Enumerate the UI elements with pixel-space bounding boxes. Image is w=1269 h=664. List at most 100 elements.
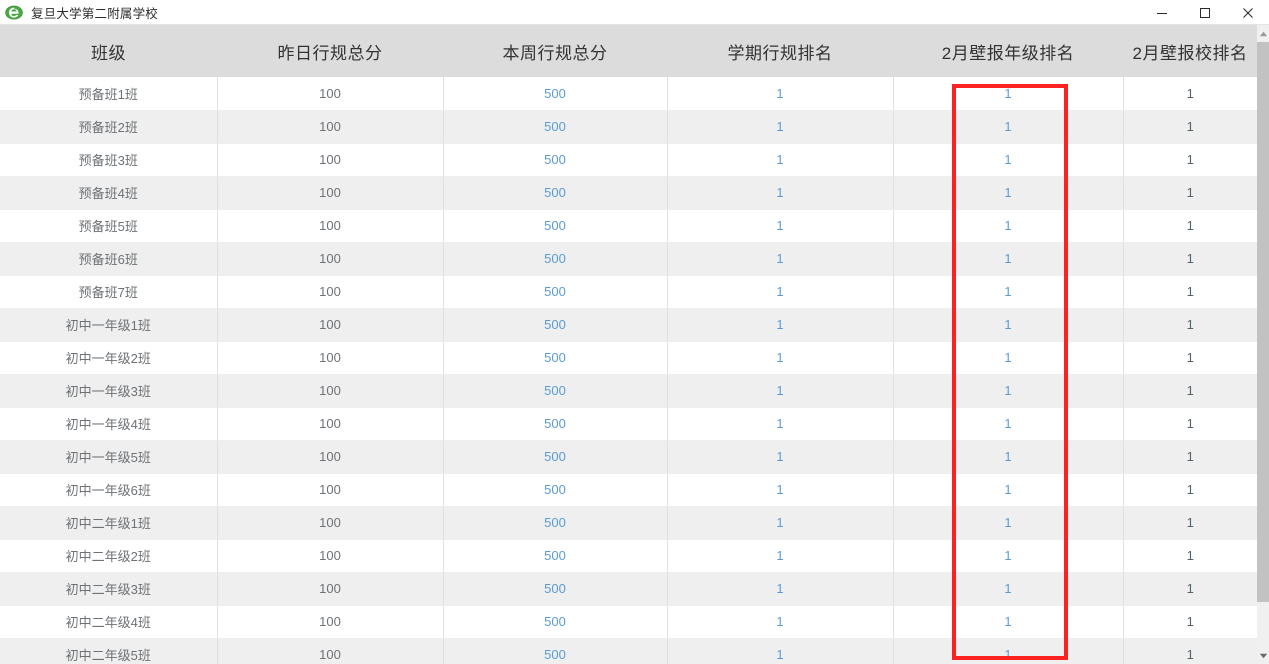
table-row[interactable]: 初中二年级4班 100 500 1 1 1 (0, 605, 1257, 639)
cell-feb-grade-rank[interactable]: 1 (893, 110, 1124, 144)
cell-week-total[interactable]: 500 (443, 506, 668, 540)
cell-week-total[interactable]: 500 (443, 242, 668, 276)
cell-feb-grade-rank[interactable]: 1 (893, 143, 1124, 177)
cell-term-rank[interactable]: 1 (667, 143, 894, 177)
scroll-up-icon (1259, 31, 1267, 36)
close-button[interactable] (1226, 0, 1269, 25)
table-row[interactable]: 预备班2班 100 500 1 1 1 (0, 110, 1257, 144)
cell-week-total[interactable]: 500 (443, 638, 668, 664)
cell-feb-grade-rank[interactable]: 1 (893, 209, 1124, 243)
cell-yesterday-total: 100 (217, 143, 444, 177)
cell-feb-grade-rank[interactable]: 1 (893, 440, 1124, 474)
column-header-term-rank[interactable]: 学期行规排名 (667, 25, 893, 77)
cell-week-total[interactable]: 500 (443, 110, 668, 144)
cell-feb-school-rank: 1 (1123, 110, 1257, 144)
cell-term-rank[interactable]: 1 (667, 341, 894, 375)
column-header-week-total[interactable]: 本周行规总分 (443, 25, 667, 77)
cell-feb-grade-rank[interactable]: 1 (893, 275, 1124, 309)
cell-feb-grade-rank[interactable]: 1 (893, 308, 1124, 342)
cell-feb-grade-rank[interactable]: 1 (893, 605, 1124, 639)
vertical-scrollbar[interactable] (1257, 25, 1269, 664)
table-row[interactable]: 初中一年级2班 100 500 1 1 1 (0, 341, 1257, 375)
table-row[interactable]: 预备班6班 100 500 1 1 1 (0, 242, 1257, 276)
table-row[interactable]: 初中一年级6班 100 500 1 1 1 (0, 473, 1257, 507)
table-row[interactable]: 初中二年级2班 100 500 1 1 1 (0, 539, 1257, 573)
cell-week-total[interactable]: 500 (443, 407, 668, 441)
table-row[interactable]: 初中一年级3班 100 500 1 1 1 (0, 374, 1257, 408)
cell-feb-grade-rank[interactable]: 1 (893, 374, 1124, 408)
cell-term-rank[interactable]: 1 (667, 506, 894, 540)
cell-feb-grade-rank[interactable]: 1 (893, 506, 1124, 540)
cell-feb-grade-rank[interactable]: 1 (893, 473, 1124, 507)
scroll-down-button[interactable] (1257, 647, 1269, 664)
table-row[interactable]: 初中二年级5班 100 500 1 1 1 (0, 638, 1257, 664)
cell-week-total[interactable]: 500 (443, 275, 668, 309)
cell-term-rank[interactable]: 1 (667, 374, 894, 408)
cell-week-total[interactable]: 500 (443, 572, 668, 606)
cell-class-name: 预备班7班 (0, 275, 218, 309)
table-row[interactable]: 预备班4班 100 500 1 1 1 (0, 176, 1257, 210)
minimize-button[interactable] (1140, 0, 1183, 25)
cell-class-name: 初中一年级4班 (0, 407, 218, 441)
cell-term-rank[interactable]: 1 (667, 572, 894, 606)
scroll-up-button[interactable] (1257, 25, 1269, 42)
cell-week-total[interactable]: 500 (443, 77, 668, 111)
cell-week-total[interactable]: 500 (443, 308, 668, 342)
cell-feb-grade-rank[interactable]: 1 (893, 572, 1124, 606)
cell-term-rank[interactable]: 1 (667, 308, 894, 342)
cell-term-rank[interactable]: 1 (667, 275, 894, 309)
cell-week-total[interactable]: 500 (443, 605, 668, 639)
cell-term-rank[interactable]: 1 (667, 638, 894, 664)
cell-term-rank[interactable]: 1 (667, 209, 894, 243)
cell-feb-grade-rank[interactable]: 1 (893, 242, 1124, 276)
table-row[interactable]: 初中二年级3班 100 500 1 1 1 (0, 572, 1257, 606)
column-header-feb-grade-rank[interactable]: 2月壁报年级排名 (893, 25, 1123, 77)
cell-week-total[interactable]: 500 (443, 209, 668, 243)
cell-term-rank[interactable]: 1 (667, 407, 894, 441)
cell-feb-school-rank: 1 (1123, 308, 1257, 342)
cell-term-rank[interactable]: 1 (667, 473, 894, 507)
cell-yesterday-total: 100 (217, 110, 444, 144)
cell-feb-grade-rank[interactable]: 1 (893, 539, 1124, 573)
cell-term-rank[interactable]: 1 (667, 440, 894, 474)
cell-class-name: 初中一年级5班 (0, 440, 218, 474)
cell-term-rank[interactable]: 1 (667, 242, 894, 276)
column-header-class[interactable]: 班级 (0, 25, 217, 77)
table-row[interactable]: 初中一年级1班 100 500 1 1 1 (0, 308, 1257, 342)
cell-yesterday-total: 100 (217, 440, 444, 474)
cell-week-total[interactable]: 500 (443, 341, 668, 375)
cell-week-total[interactable]: 500 (443, 473, 668, 507)
column-header-yesterday-total[interactable]: 昨日行规总分 (217, 25, 443, 77)
cell-class-name: 初中二年级4班 (0, 605, 218, 639)
column-header-feb-school-rank[interactable]: 2月壁报校排名 (1123, 25, 1257, 77)
cell-class-name: 初中一年级3班 (0, 374, 218, 408)
cell-feb-grade-rank[interactable]: 1 (893, 176, 1124, 210)
cell-term-rank[interactable]: 1 (667, 77, 894, 111)
table-row[interactable]: 初中一年级5班 100 500 1 1 1 (0, 440, 1257, 474)
cell-term-rank[interactable]: 1 (667, 605, 894, 639)
cell-week-total[interactable]: 500 (443, 374, 668, 408)
cell-week-total[interactable]: 500 (443, 539, 668, 573)
cell-feb-grade-rank[interactable]: 1 (893, 638, 1124, 664)
cell-class-name: 预备班2班 (0, 110, 218, 144)
table-row[interactable]: 初中一年级4班 100 500 1 1 1 (0, 407, 1257, 441)
cell-term-rank[interactable]: 1 (667, 176, 894, 210)
maximize-button[interactable] (1183, 0, 1226, 25)
cell-feb-school-rank: 1 (1123, 77, 1257, 111)
scrollbar-thumb[interactable] (1257, 42, 1269, 602)
table-row[interactable]: 预备班1班 100 500 1 1 1 (0, 77, 1257, 111)
cell-week-total[interactable]: 500 (443, 143, 668, 177)
cell-term-rank[interactable]: 1 (667, 110, 894, 144)
cell-class-name: 预备班3班 (0, 143, 218, 177)
cell-feb-grade-rank[interactable]: 1 (893, 77, 1124, 111)
cell-feb-grade-rank[interactable]: 1 (893, 341, 1124, 375)
cell-feb-grade-rank[interactable]: 1 (893, 407, 1124, 441)
table-row[interactable]: 预备班3班 100 500 1 1 1 (0, 143, 1257, 177)
cell-week-total[interactable]: 500 (443, 440, 668, 474)
cell-week-total[interactable]: 500 (443, 176, 668, 210)
table-row[interactable]: 预备班7班 100 500 1 1 1 (0, 275, 1257, 309)
cell-feb-school-rank: 1 (1123, 209, 1257, 243)
table-row[interactable]: 初中二年级1班 100 500 1 1 1 (0, 506, 1257, 540)
cell-term-rank[interactable]: 1 (667, 539, 894, 573)
table-row[interactable]: 预备班5班 100 500 1 1 1 (0, 209, 1257, 243)
